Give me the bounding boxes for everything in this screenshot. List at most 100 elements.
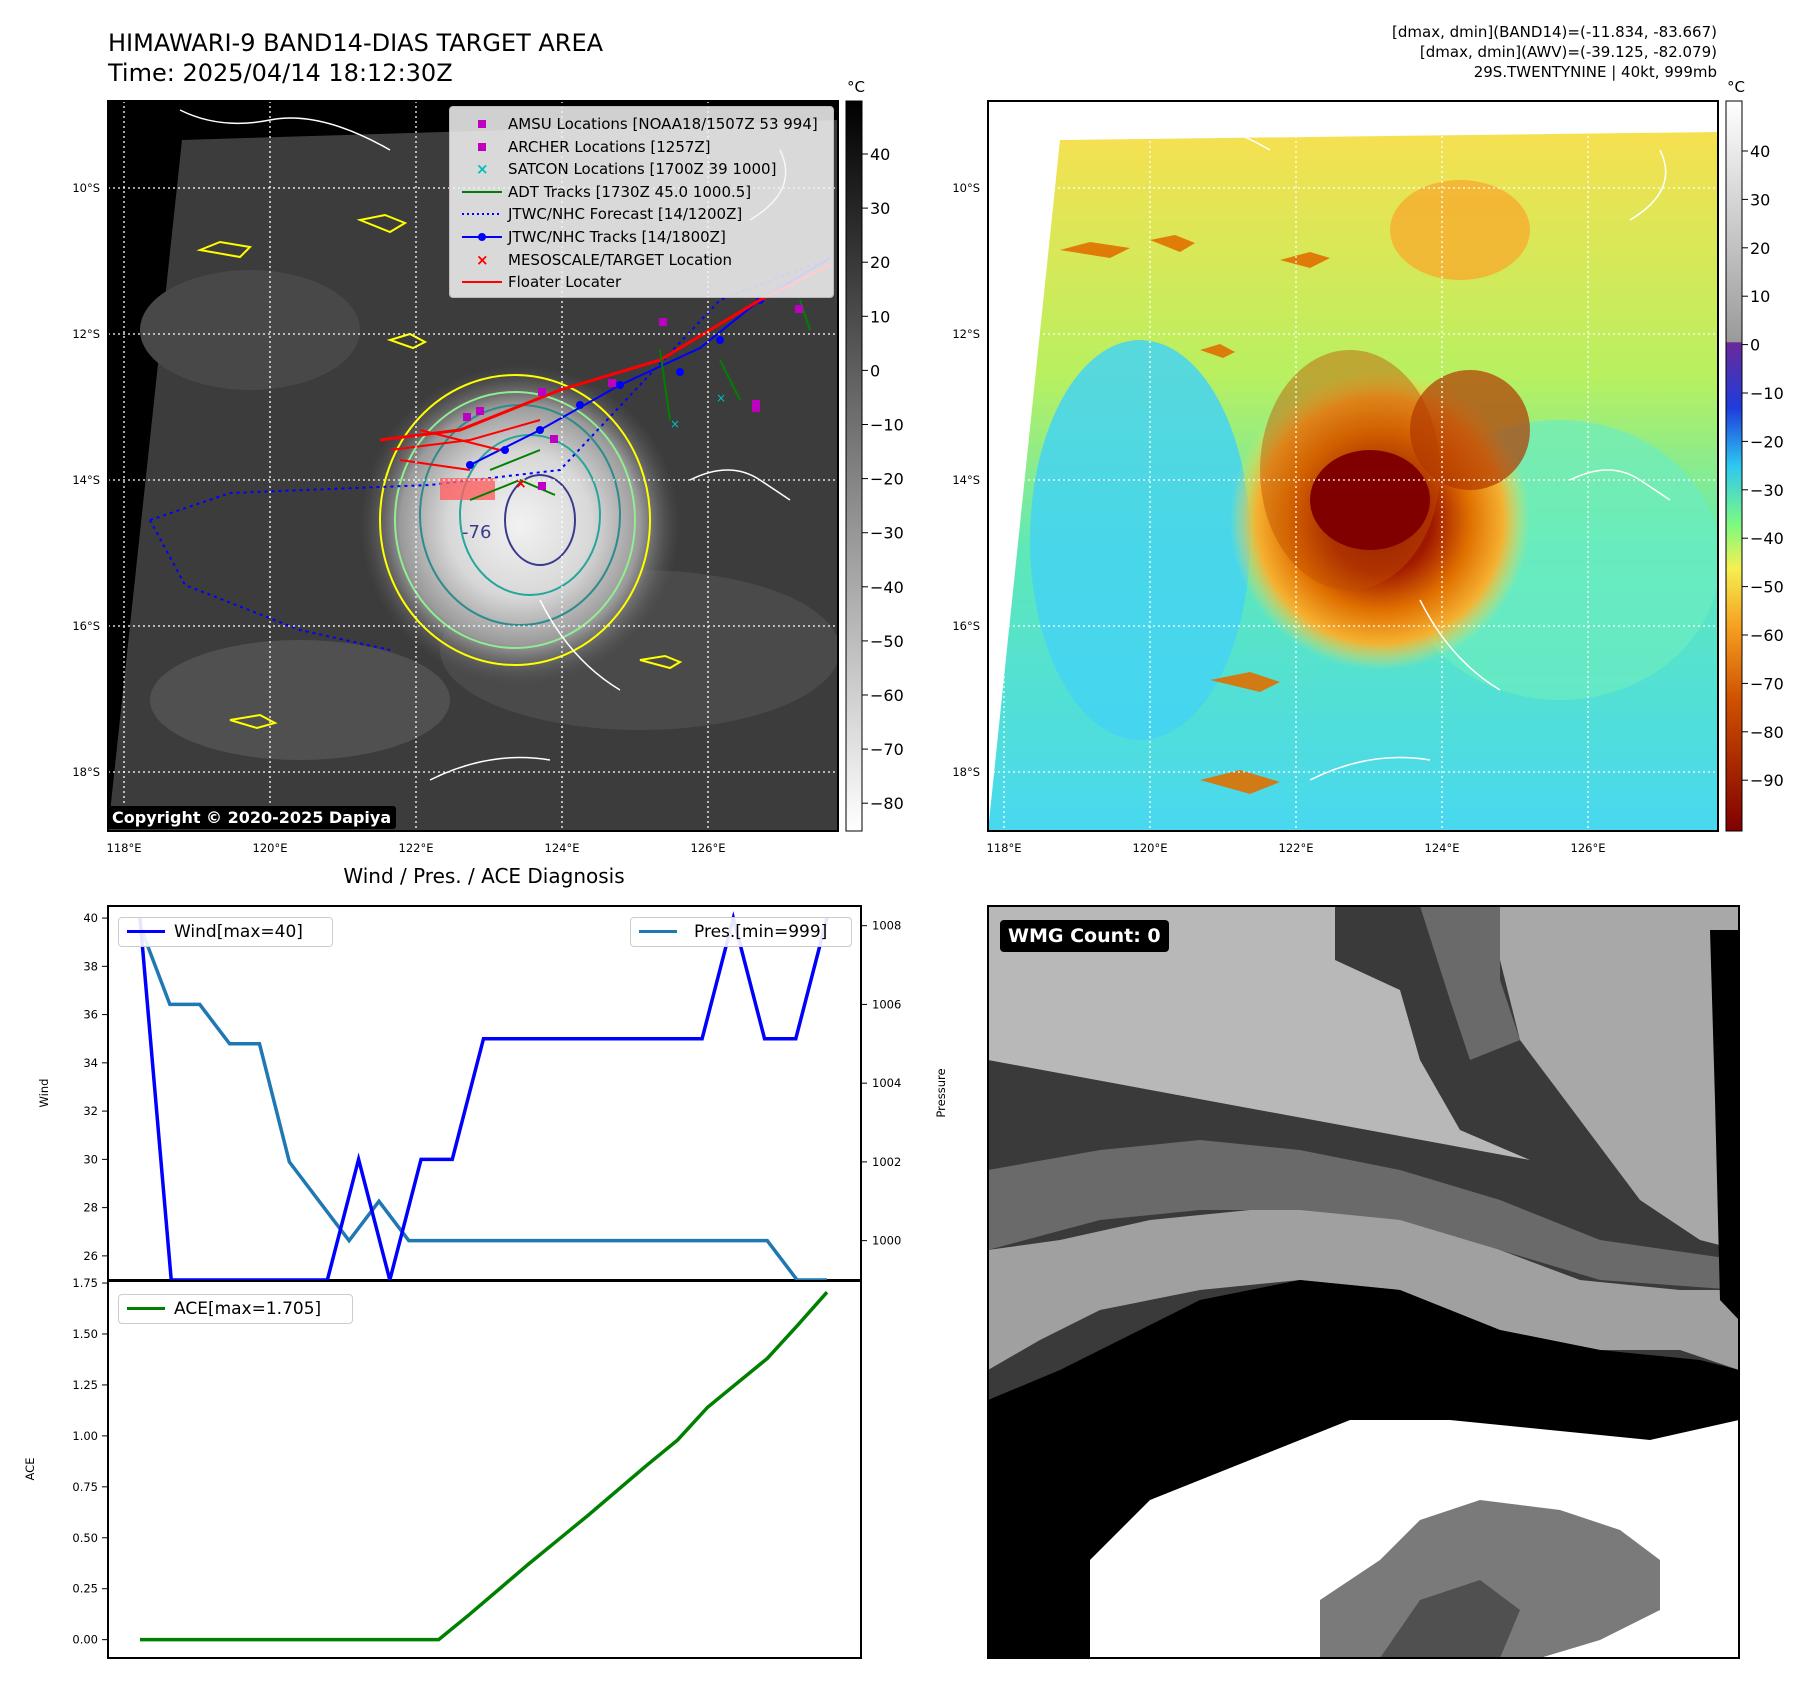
ace-tick-label: 0.75 <box>72 1480 98 1494</box>
legend-symbol: × <box>476 251 489 269</box>
colorbar-tick-label: −20 <box>1750 432 1784 451</box>
colorbar-tick-label: −50 <box>870 632 904 651</box>
band14-range: [dmax, dmin](BAND14)=(-11.834, -83.667) <box>1392 23 1717 41</box>
awv-lat-labels: 10°S 12°S 14°S 16°S 18°S <box>952 181 980 779</box>
wind-legend: Wind[max=40] <box>118 917 333 947</box>
legend-symbol <box>462 213 502 216</box>
ace-tick-label: 1.75 <box>72 1276 98 1290</box>
colorbar-tick-label: −20 <box>870 470 904 489</box>
colorbar-tick-label: −90 <box>1750 771 1784 790</box>
title-line: HIMAWARI-9 BAND14-DIAS TARGET AREA <box>108 29 604 57</box>
lat-label: 16°S <box>952 619 980 633</box>
lat-label: 12°S <box>952 327 980 341</box>
pressure-tick-label: 1000 <box>872 1234 901 1248</box>
lon-label: 122°E <box>1279 841 1314 855</box>
svg-text:×: × <box>515 476 527 492</box>
colorbar-tick-label: −80 <box>870 794 904 813</box>
ace-tick-label: 0.25 <box>72 1582 98 1596</box>
ace-tick-label: 1.00 <box>72 1429 98 1443</box>
colorbar-tick-label: 30 <box>870 199 890 218</box>
colorbar-tick-label: −70 <box>870 740 904 759</box>
lat-label: 10°S <box>952 181 980 195</box>
colorbar-tick-label: −10 <box>870 416 904 435</box>
legend-label: SATCON Locations [1700Z 39 1000] <box>508 160 777 179</box>
lat-label: 18°S <box>72 765 100 779</box>
pressure-legend: Pres.[min=999] <box>630 917 852 947</box>
ace-line <box>140 1291 829 1642</box>
wind-pressure-plot: 26 28 30 32 34 36 38 40 1000 1002 1004 1006 1008 Wi… <box>37 905 948 1287</box>
ace-tick-label: 0.50 <box>72 1531 98 1545</box>
legend-label: ARCHER Locations [1257Z] <box>508 137 711 156</box>
legend-label: Wind[max=40] <box>174 922 303 942</box>
legend-label: Pres.[min=999] <box>694 922 828 942</box>
legend-label: JTWC/NHC Forecast [14/1200Z] <box>508 205 743 224</box>
colorbar-tick-label: −10 <box>1750 384 1784 403</box>
svg-text:×: × <box>476 160 489 178</box>
band14-lon-labels: 118°E 120°E 122°E 124°E 126°E <box>107 841 726 855</box>
wind-tick-label: 32 <box>83 1104 98 1118</box>
lon-label: 118°E <box>987 841 1022 855</box>
colorbar-tick-label: −40 <box>1750 529 1784 548</box>
map-legend: AMSU Locations [NOAA18/1507Z 53 994] ARCH… <box>449 106 834 298</box>
colorbar-tick-label: 0 <box>870 361 880 380</box>
ace-tick-label: 1.50 <box>72 1327 98 1341</box>
contour-label: -76 <box>462 522 491 543</box>
wind-tick-label: 26 <box>83 1249 98 1263</box>
ace-tick-label: 0.00 <box>72 1633 98 1647</box>
legend-symbol <box>462 190 502 193</box>
lon-label: 126°E <box>691 841 726 855</box>
wind-axis-label: Wind <box>37 1079 51 1108</box>
legend-label: ACE[max=1.705] <box>174 1299 322 1319</box>
lat-label: 12°S <box>72 327 100 341</box>
lon-label: 122°E <box>399 841 434 855</box>
lat-label: 14°S <box>72 473 100 487</box>
pressure-line <box>138 925 827 1282</box>
diagnosis-title: Wind / Pres. / ACE Diagnosis <box>343 864 624 888</box>
lon-label: 120°E <box>253 841 288 855</box>
colorbar-tick-label: 10 <box>870 307 890 326</box>
colorbar-tick-label: −40 <box>870 578 904 597</box>
figure-title: HIMAWARI-9 BAND14-DIAS TARGET AREA Time:… <box>108 28 603 88</box>
legend-swatch <box>127 1307 165 1310</box>
legend-swatch <box>639 930 677 933</box>
pressure-tick-label: 1008 <box>872 919 901 933</box>
ace-tick-label: 1.25 <box>72 1378 98 1392</box>
pressure-tick-label: 1002 <box>872 1155 901 1169</box>
wind-tick-label: 30 <box>83 1152 98 1166</box>
colorbar-tick-label: −30 <box>870 524 904 543</box>
stats-header: [dmax, dmin](BAND14)=(-11.834, -83.667) … <box>1392 22 1717 82</box>
lon-label: 126°E <box>1571 841 1606 855</box>
legend-symbol <box>462 281 502 284</box>
band14-colorbar: °C 40 30 20 10 0 −10 −20 −30 −40 −50 −60 −70 −80 <box>845 78 904 832</box>
colorbar-tick-label: 20 <box>870 253 890 272</box>
pressure-tick-label: 1004 <box>872 1076 901 1090</box>
legend-symbol: × <box>476 160 489 178</box>
svg-text:×: × <box>670 417 680 431</box>
awv-range: [dmax, dmin](AWV)=(-39.125, -82.079) <box>1419 43 1717 61</box>
wind-tick-label: 40 <box>83 911 98 925</box>
colorbar-tick-label: −60 <box>1750 626 1784 645</box>
lat-label: 10°S <box>72 181 100 195</box>
colorbar-tick-label: 0 <box>1750 336 1760 355</box>
legend-swatch <box>127 930 165 933</box>
pressure-tick-label: 1006 <box>872 997 901 1011</box>
colorbar-unit: °C <box>1727 78 1745 96</box>
wmg-count-badge: WMG Count: 0 <box>1000 920 1169 952</box>
legend-label: Floater Locater <box>508 273 622 292</box>
lon-label: 124°E <box>1425 841 1460 855</box>
legend-symbol <box>462 233 502 241</box>
colorbar-tick-label: −80 <box>1750 723 1784 742</box>
wmg-panel <box>987 905 1740 1659</box>
copyright-badge: Copyright © 2020-2025 Dapiya <box>107 806 397 829</box>
lat-label: 14°S <box>952 473 980 487</box>
colorbar-tick-label: −30 <box>1750 481 1784 500</box>
lon-label: 118°E <box>107 841 142 855</box>
lat-label: 16°S <box>72 619 100 633</box>
legend-symbol <box>478 142 486 151</box>
colorbar-tick-label: 20 <box>1750 239 1770 258</box>
wind-tick-label: 28 <box>83 1201 98 1215</box>
legend-label: MESOSCALE/TARGET Location <box>508 250 733 269</box>
lon-label: 120°E <box>1133 841 1168 855</box>
legend-label: ADT Tracks [1730Z 45.0 1000.5] <box>508 182 752 201</box>
